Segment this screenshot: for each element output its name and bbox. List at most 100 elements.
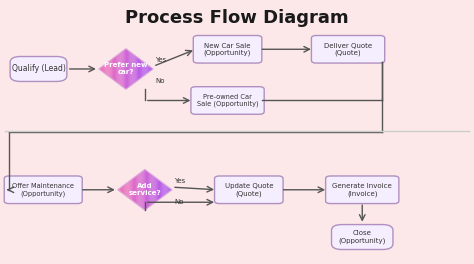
Polygon shape <box>123 185 124 195</box>
Polygon shape <box>160 181 161 199</box>
Polygon shape <box>158 179 159 200</box>
Text: Process Flow Diagram: Process Flow Diagram <box>125 8 349 27</box>
Text: No: No <box>155 78 165 84</box>
Polygon shape <box>162 182 164 197</box>
Polygon shape <box>146 170 147 209</box>
Polygon shape <box>118 54 119 84</box>
Polygon shape <box>127 182 128 197</box>
Polygon shape <box>99 68 100 70</box>
Polygon shape <box>156 178 157 202</box>
Polygon shape <box>100 67 101 70</box>
Polygon shape <box>111 59 112 79</box>
Polygon shape <box>131 179 132 200</box>
Polygon shape <box>129 51 130 87</box>
Text: New Car Sale
(Opportunity): New Car Sale (Opportunity) <box>204 43 251 56</box>
Polygon shape <box>159 180 160 200</box>
FancyBboxPatch shape <box>215 176 283 204</box>
Polygon shape <box>143 170 144 209</box>
Polygon shape <box>134 177 135 203</box>
Text: Yes: Yes <box>174 178 186 184</box>
Polygon shape <box>169 187 170 192</box>
Polygon shape <box>119 188 120 191</box>
Polygon shape <box>149 66 150 72</box>
Polygon shape <box>145 169 146 210</box>
Polygon shape <box>135 55 136 83</box>
Polygon shape <box>108 62 109 76</box>
Polygon shape <box>171 189 172 191</box>
Polygon shape <box>127 49 128 88</box>
Polygon shape <box>153 175 154 204</box>
FancyBboxPatch shape <box>191 87 264 114</box>
Text: Yes: Yes <box>155 57 167 63</box>
Polygon shape <box>142 61 143 77</box>
Polygon shape <box>143 62 145 76</box>
Polygon shape <box>134 54 135 84</box>
Polygon shape <box>165 185 166 195</box>
Polygon shape <box>128 181 129 199</box>
Text: Pre-owned Car
Sale (Opportunity): Pre-owned Car Sale (Opportunity) <box>197 94 258 107</box>
Polygon shape <box>140 59 141 79</box>
Polygon shape <box>151 174 153 205</box>
Polygon shape <box>124 184 125 195</box>
Polygon shape <box>142 171 143 209</box>
Polygon shape <box>121 187 122 193</box>
Polygon shape <box>151 67 152 70</box>
Polygon shape <box>117 54 118 84</box>
Polygon shape <box>115 56 116 82</box>
Polygon shape <box>139 173 140 207</box>
Polygon shape <box>133 178 134 202</box>
Polygon shape <box>120 187 121 192</box>
FancyBboxPatch shape <box>326 176 399 204</box>
Polygon shape <box>123 50 124 88</box>
Polygon shape <box>170 188 171 191</box>
Polygon shape <box>125 183 127 196</box>
Polygon shape <box>148 172 149 208</box>
Text: Qualify (Lead): Qualify (Lead) <box>11 64 65 73</box>
Polygon shape <box>122 186 123 194</box>
Text: Generate Invoice
(Invoice): Generate Invoice (Invoice) <box>332 183 392 196</box>
Polygon shape <box>145 63 146 76</box>
Polygon shape <box>116 55 117 83</box>
FancyBboxPatch shape <box>311 35 385 63</box>
Text: Close
(Opportunity): Close (Opportunity) <box>338 230 386 244</box>
Polygon shape <box>118 189 119 191</box>
Polygon shape <box>166 186 168 194</box>
Polygon shape <box>122 51 123 87</box>
Polygon shape <box>113 58 114 80</box>
Polygon shape <box>141 60 142 78</box>
Polygon shape <box>135 176 136 204</box>
Polygon shape <box>119 53 120 85</box>
Polygon shape <box>130 52 131 86</box>
Text: Add
service?: Add service? <box>128 183 161 196</box>
Polygon shape <box>148 65 149 73</box>
Polygon shape <box>136 56 137 82</box>
Polygon shape <box>114 57 115 81</box>
Polygon shape <box>105 63 106 75</box>
FancyBboxPatch shape <box>4 176 82 204</box>
Polygon shape <box>131 53 132 85</box>
Polygon shape <box>138 173 139 206</box>
Polygon shape <box>126 49 127 89</box>
Polygon shape <box>102 66 103 72</box>
Polygon shape <box>139 58 140 79</box>
Polygon shape <box>128 50 129 88</box>
Polygon shape <box>137 57 138 81</box>
Polygon shape <box>132 178 133 201</box>
Text: Prefer new
car?: Prefer new car? <box>104 63 148 76</box>
FancyBboxPatch shape <box>193 35 262 63</box>
Polygon shape <box>120 52 122 86</box>
Polygon shape <box>125 49 126 89</box>
Polygon shape <box>157 178 158 201</box>
Text: Offer Maintenance
(Opportunity): Offer Maintenance (Opportunity) <box>12 183 74 196</box>
Polygon shape <box>152 68 153 70</box>
Polygon shape <box>168 187 169 193</box>
Polygon shape <box>155 177 156 203</box>
Polygon shape <box>136 175 137 204</box>
Polygon shape <box>138 58 139 80</box>
Polygon shape <box>149 173 150 207</box>
Polygon shape <box>129 180 131 200</box>
Text: Update Quote
(Quote): Update Quote (Quote) <box>225 183 273 196</box>
FancyBboxPatch shape <box>10 56 67 82</box>
Polygon shape <box>140 172 142 208</box>
Polygon shape <box>150 67 151 72</box>
